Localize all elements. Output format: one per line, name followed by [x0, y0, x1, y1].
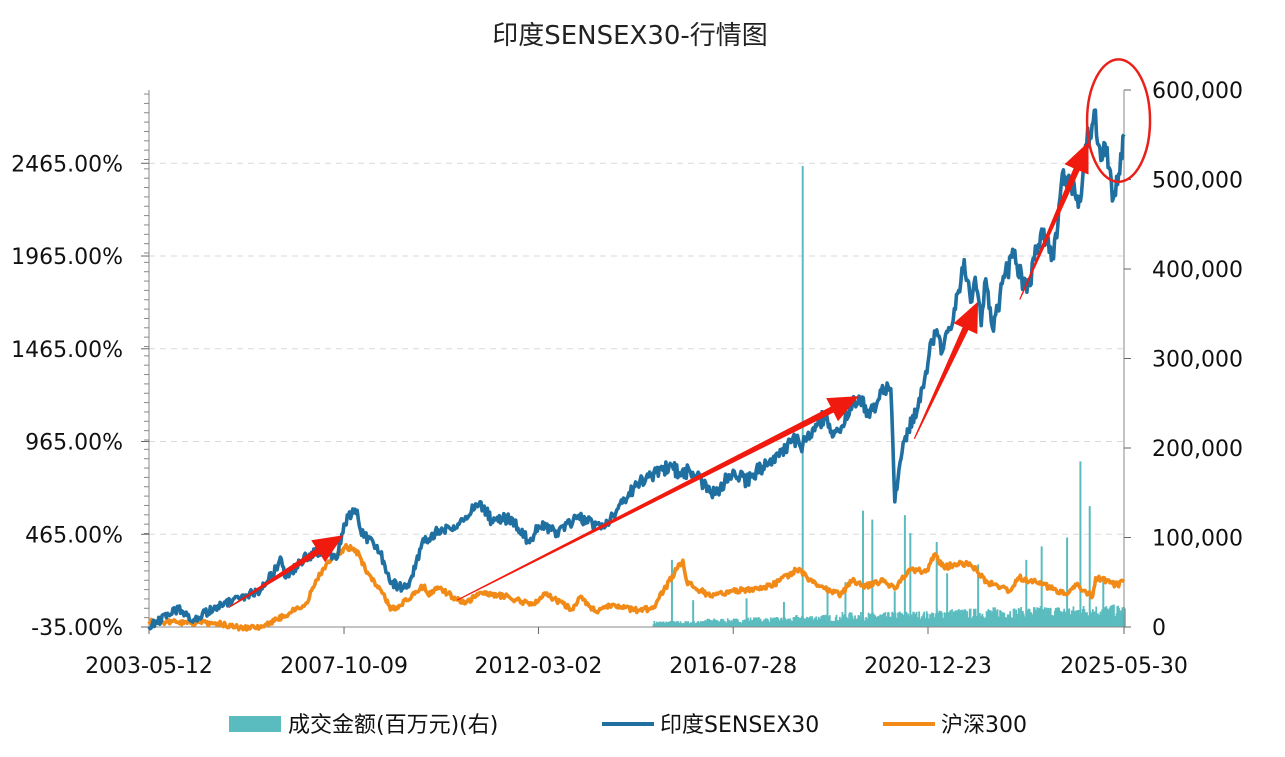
turnover-spike-bar [871, 519, 874, 627]
y-axis-right-tick-label: 600,000 [1152, 79, 1243, 104]
y-axis-right-tick-label: 400,000 [1152, 258, 1243, 283]
turnover-bar [860, 612, 862, 627]
y-axis-right-tick-label: 200,000 [1152, 437, 1243, 462]
turnover-spike-bar [801, 166, 804, 627]
turnover-bar [1018, 609, 1021, 627]
turnover-bar [951, 609, 953, 627]
trend-arrow [913, 301, 979, 439]
x-axis-tick-label: 2016-07-28 [669, 654, 797, 679]
x-axis-tick-label: 2025-05-30 [1060, 654, 1188, 679]
highlight-ellipse [1085, 58, 1152, 184]
turnover-spike-bar [1088, 506, 1091, 627]
turnover-bar [1013, 608, 1016, 627]
y-axis-left-tick-label: 1965.00% [11, 245, 123, 270]
x-axis-tick-label: 2003-05-12 [85, 654, 213, 679]
turnover-spike-bar [893, 591, 896, 627]
legend-label-sensex: 印度SENSEX30 [660, 713, 819, 738]
turnover-bar [828, 615, 831, 627]
turnover-spike-bar [1025, 559, 1028, 627]
turnover-bar [687, 621, 689, 627]
turnover-spike-bar [826, 586, 829, 627]
trend-arrow [456, 396, 859, 601]
axes: -35.00% 465.00% 965.00% 1465.00% 1965.00% 246… [11, 79, 1243, 679]
turnover-spike-bar [782, 601, 785, 627]
csi300-line [147, 543, 1126, 632]
turnover-bar [969, 608, 972, 627]
turnover-bar [1124, 608, 1126, 627]
turnover-spike-bar [903, 515, 906, 627]
turnover-spike-bar [909, 533, 912, 627]
turnover-bar [1113, 604, 1115, 627]
y-axis-left-tick-label: 965.00% [25, 431, 123, 456]
turnover-spike-bar [1040, 546, 1043, 627]
turnover-spike-bar [745, 598, 748, 627]
turnover-spike-bar [977, 564, 980, 627]
turnover-spike-bar [861, 510, 864, 627]
turnover-spike-bar [844, 582, 847, 627]
legend-swatch-turnover [229, 716, 281, 732]
y-axis-left-tick-label: 465.00% [25, 523, 123, 548]
turnover-bar [754, 617, 757, 627]
y-axis-right-tick-label: 300,000 [1152, 348, 1243, 373]
turnover-bar [918, 611, 921, 627]
chart-title: 印度SENSEX30-行情图 [492, 21, 768, 51]
legend-label-csi300: 沪深300 [941, 713, 1027, 738]
sensex-line [147, 108, 1126, 631]
x-axis-tick-label: 2007-10-09 [280, 654, 408, 679]
turnover-spike-bar [1079, 461, 1082, 627]
legend-label-turnover: 成交金额(百万元)(右) [288, 713, 498, 738]
trend-arrow [1019, 141, 1089, 300]
turnover-spike-bar [946, 573, 949, 627]
turnover-bar [824, 614, 827, 627]
turnover-bar [772, 617, 775, 627]
annotations [228, 58, 1152, 608]
turnover-spike-bar [670, 559, 673, 627]
x-axis-tick-label: 2020-12-23 [864, 654, 992, 679]
y-axis-right-tick-label: 100,000 [1152, 527, 1243, 552]
trend-arrow [228, 535, 344, 608]
turnover-spike-bar [1102, 577, 1105, 627]
y-axis-right-tick-label: 0 [1152, 616, 1166, 641]
y-axis-left-tick-label: 1465.00% [11, 338, 123, 363]
turnover-bars [652, 166, 1126, 627]
x-axis-tick-label: 2012-03-02 [475, 654, 603, 679]
series-lines [147, 108, 1126, 632]
y-axis-left-tick-label: 2465.00% [11, 152, 123, 177]
turnover-spike-bar [692, 600, 695, 627]
turnover-spike-bar [1066, 537, 1069, 627]
legend: 成交金额(百万元)(右) 印度SENSEX30 沪深300 [229, 713, 1027, 738]
y-axis-right-tick-label: 500,000 [1152, 169, 1243, 194]
grid-lines [149, 162, 1124, 535]
turnover-spike-bar [935, 541, 938, 627]
y-axis-left-tick-label: -35.00% [31, 616, 123, 641]
